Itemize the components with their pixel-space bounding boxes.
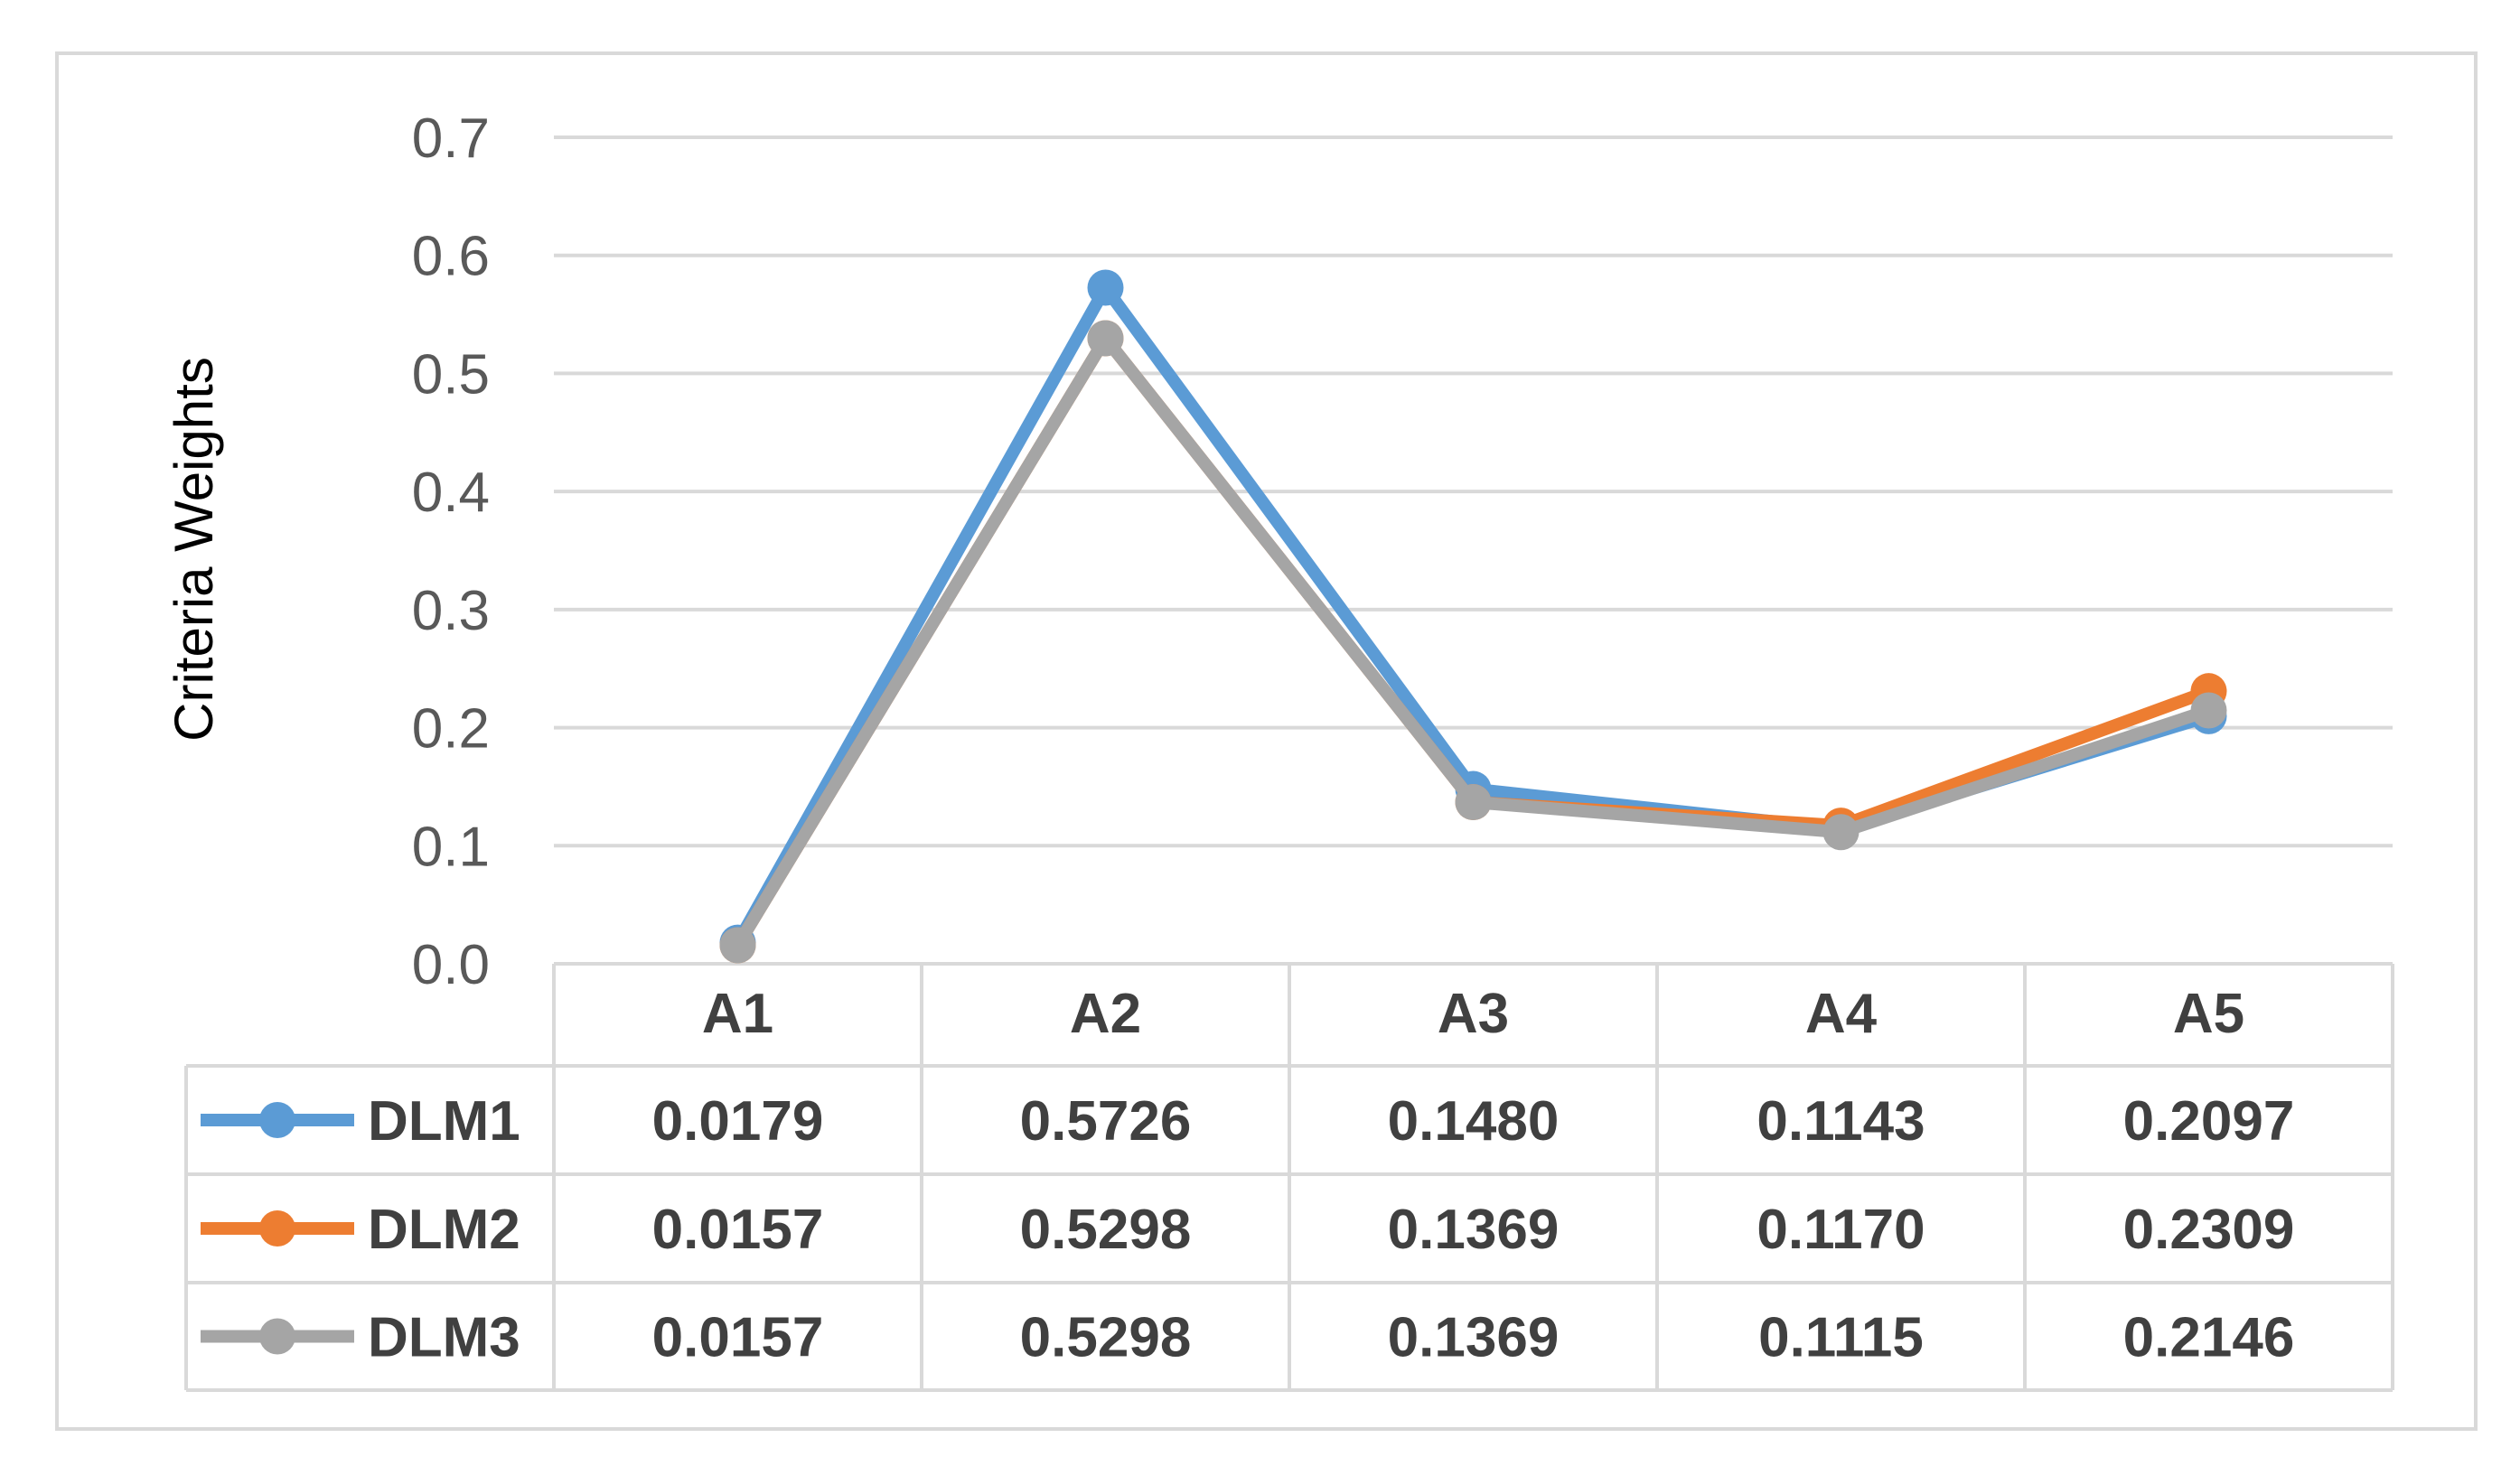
table-value: 0.5726 (1020, 1090, 1192, 1153)
legend-marker-dlm3 (259, 1318, 295, 1355)
category-label: A4 (1805, 983, 1878, 1045)
y-tick-label: 0.6 (412, 226, 490, 288)
data-point (2190, 692, 2227, 729)
data-point (1822, 814, 1860, 851)
table-value: 0.1115 (1758, 1307, 1924, 1369)
data-point (1087, 269, 1124, 306)
data-point (1455, 784, 1492, 821)
y-tick-label: 0.3 (412, 580, 490, 642)
table-value: 0.2309 (2123, 1199, 2295, 1261)
y-tick-label: 0.4 (412, 462, 490, 524)
table-value: 0.1170 (1757, 1199, 1925, 1261)
table-value: 0.5298 (1020, 1199, 1192, 1261)
series-dlm3 (719, 320, 2227, 964)
legend-label: DLM3 (368, 1307, 520, 1369)
table-value: 0.0157 (652, 1307, 824, 1369)
table-value: 0.1143 (1757, 1090, 1925, 1153)
table-value: 0.5298 (1020, 1307, 1192, 1369)
table-value: 0.0179 (652, 1090, 824, 1153)
data-point (1087, 320, 1124, 357)
table-value: 0.1369 (1388, 1307, 1560, 1369)
legend-label: DLM1 (368, 1090, 520, 1153)
legend-marker-dlm1 (259, 1102, 295, 1138)
category-label: A1 (702, 983, 773, 1045)
legend-marker-dlm2 (259, 1210, 295, 1247)
category-label: A3 (1438, 983, 1509, 1045)
table-value: 0.1480 (1388, 1090, 1560, 1153)
table-value: 0.2146 (2123, 1307, 2295, 1369)
table-value: 0.2097 (2123, 1090, 2295, 1153)
y-tick-label: 0.2 (412, 698, 490, 761)
y-tick-label: 0.0 (412, 934, 490, 996)
y-tick-label: 0.5 (412, 343, 490, 406)
y-axis-title: Criteria Weights (164, 357, 224, 742)
category-label: A5 (2173, 983, 2244, 1045)
data-point (719, 927, 756, 964)
table-value: 0.0157 (652, 1199, 824, 1261)
y-tick-label: 0.7 (412, 107, 490, 170)
y-tick-label: 0.1 (412, 816, 490, 878)
table-value: 0.1369 (1388, 1199, 1560, 1261)
category-label: A2 (1070, 983, 1141, 1045)
legend-label: DLM2 (368, 1199, 520, 1261)
